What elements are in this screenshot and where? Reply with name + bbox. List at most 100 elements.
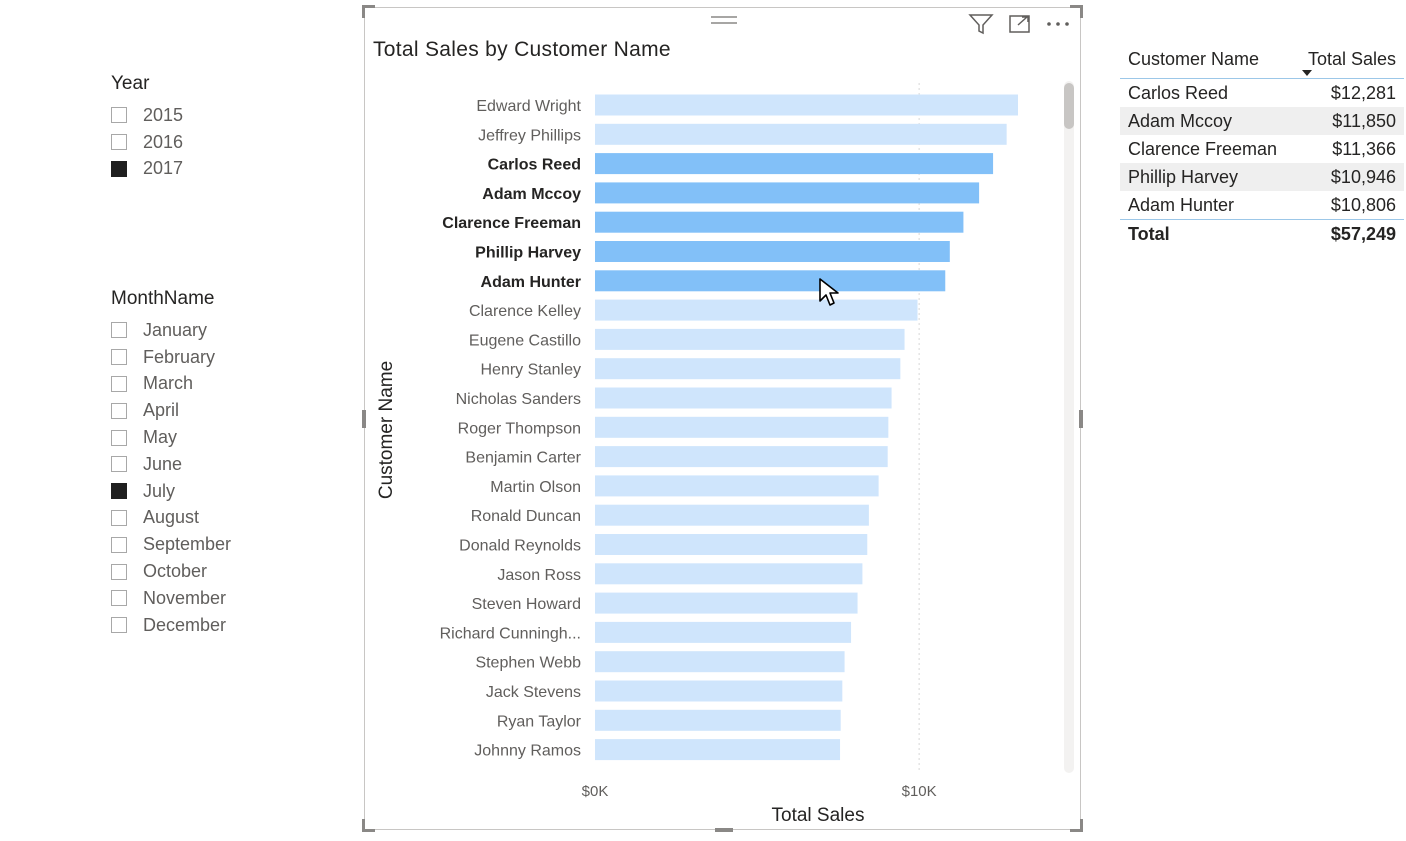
month-slicer-item[interactable]: January — [111, 317, 231, 344]
year-slicer-checkbox[interactable] — [111, 107, 127, 124]
year-slicer-item[interactable]: 2015 — [111, 102, 183, 129]
y-tick-label[interactable]: Benjamin Carter — [465, 450, 581, 467]
month-slicer-item[interactable]: September — [111, 531, 231, 558]
month-slicer-checkbox[interactable] — [111, 563, 127, 580]
month-slicer-checkbox[interactable] — [111, 456, 127, 473]
bar[interactable] — [595, 153, 994, 175]
bar[interactable] — [595, 299, 918, 321]
y-tick-label[interactable]: Clarence Freeman — [442, 215, 581, 232]
bar[interactable] — [595, 504, 869, 526]
bar-chart-visual[interactable]: Total Sales by Customer Name Edward Wrig… — [362, 5, 1083, 832]
month-slicer-item[interactable]: February — [111, 344, 231, 371]
y-tick-label[interactable]: Phillip Harvey — [475, 245, 581, 262]
y-tick-label[interactable]: Johnny Ramos — [474, 743, 581, 760]
chart-scrollbar-thumb[interactable] — [1064, 83, 1074, 129]
month-slicer-item[interactable]: April — [111, 397, 231, 424]
bar[interactable] — [595, 182, 980, 204]
month-slicer-checkbox[interactable] — [111, 349, 127, 366]
month-slicer-item[interactable]: October — [111, 558, 231, 585]
table-row[interactable]: Adam Mccoy $11,850 — [1120, 107, 1404, 135]
table-row[interactable]: Adam Hunter $10,806 — [1120, 191, 1404, 219]
bar[interactable] — [595, 241, 950, 262]
y-tick-label[interactable]: Carlos Reed — [488, 157, 581, 174]
bar[interactable] — [595, 123, 1007, 145]
year-slicer-item-label: 2015 — [143, 104, 184, 125]
month-slicer-item[interactable]: November — [111, 585, 231, 612]
y-tick-label[interactable]: Steven Howard — [472, 596, 581, 613]
y-tick-label[interactable]: Ronald Duncan — [471, 508, 581, 525]
focus-mode-icon[interactable] — [1008, 13, 1032, 35]
bar[interactable] — [595, 475, 879, 497]
table-row[interactable]: Phillip Harvey $10,946 — [1120, 163, 1404, 191]
table-row[interactable]: Carlos Reed $12,281 — [1120, 79, 1404, 107]
y-tick-label[interactable]: Henry Stanley — [481, 362, 582, 379]
table-cell-total-sales: $12,281 — [1330, 83, 1396, 103]
y-tick-label[interactable]: Edward Wright — [476, 98, 581, 115]
bar[interactable] — [595, 534, 868, 555]
y-tick-label[interactable]: Roger Thompson — [458, 420, 581, 437]
bar[interactable] — [595, 358, 901, 380]
resize-handle-top-right[interactable] — [1070, 5, 1083, 18]
month-slicer-checkbox[interactable] — [111, 322, 127, 339]
y-tick-label[interactable]: Jack Stevens — [486, 684, 581, 701]
bar[interactable] — [595, 592, 858, 614]
bar[interactable] — [595, 387, 892, 409]
y-tick-label[interactable]: Eugene Castillo — [469, 332, 581, 349]
column-header-total-sales[interactable]: Total Sales — [1307, 49, 1396, 69]
y-tick-label[interactable]: Adam Mccoy — [482, 186, 581, 203]
resize-handle-left[interactable] — [362, 410, 366, 428]
month-slicer-item[interactable]: June — [111, 451, 231, 478]
bar[interactable] — [595, 270, 946, 292]
bar[interactable] — [595, 651, 845, 673]
resize-handle-bottom[interactable] — [715, 828, 733, 832]
year-slicer: Year 2015 2016 2017 — [111, 72, 183, 182]
y-tick-label[interactable]: Richard Cunningh... — [440, 625, 581, 642]
bar[interactable] — [595, 328, 905, 350]
drag-grip-icon[interactable] — [711, 14, 737, 26]
month-slicer-checkbox[interactable] — [111, 402, 127, 419]
bar[interactable] — [595, 563, 863, 585]
month-slicer-checkbox[interactable] — [111, 509, 127, 526]
month-slicer-item[interactable]: December — [111, 612, 231, 639]
year-slicer-checkbox[interactable] — [111, 134, 127, 151]
column-header-customer-name[interactable]: Customer Name — [1128, 49, 1260, 69]
resize-handle-top-left[interactable] — [362, 5, 375, 18]
bar[interactable] — [595, 94, 1018, 116]
bar[interactable] — [595, 446, 888, 468]
y-tick-label[interactable]: Martin Olson — [490, 479, 581, 496]
bar[interactable] — [595, 709, 841, 731]
table-row[interactable]: Clarence Freeman $11,366 — [1120, 135, 1404, 163]
month-slicer-item[interactable]: March — [111, 371, 231, 398]
y-tick-label[interactable]: Adam Hunter — [481, 274, 581, 291]
chart-scrollbar-track[interactable] — [1064, 81, 1074, 773]
y-tick-label[interactable]: Donald Reynolds — [459, 538, 581, 555]
month-slicer-checkbox[interactable] — [111, 536, 127, 553]
month-slicer-item[interactable]: May — [111, 424, 231, 451]
y-tick-label[interactable]: Jason Ross — [497, 567, 581, 584]
y-tick-label[interactable]: Ryan Taylor — [497, 713, 582, 730]
year-slicer-item[interactable]: 2017 — [111, 156, 183, 183]
month-slicer-checkbox[interactable] — [111, 483, 127, 500]
year-slicer-item[interactable]: 2016 — [111, 129, 183, 156]
year-slicer-checkbox[interactable] — [111, 160, 127, 177]
y-tick-label[interactable]: Clarence Kelley — [469, 303, 581, 320]
filter-icon[interactable] — [968, 13, 994, 35]
month-slicer-item[interactable]: August — [111, 505, 231, 532]
more-options-icon[interactable] — [1045, 13, 1071, 35]
month-slicer-checkbox[interactable] — [111, 429, 127, 446]
bar[interactable] — [595, 621, 852, 643]
month-slicer-checkbox[interactable] — [111, 375, 127, 392]
y-tick-label[interactable]: Nicholas Sanders — [456, 391, 581, 408]
y-tick-label[interactable]: Jeffrey Phillips — [478, 127, 581, 144]
bar[interactable] — [595, 211, 964, 233]
bar[interactable] — [595, 739, 841, 761]
month-slicer-item[interactable]: July — [111, 478, 231, 505]
month-slicer-checkbox[interactable] — [111, 590, 127, 607]
resize-handle-right[interactable] — [1079, 410, 1083, 428]
bar[interactable] — [595, 416, 889, 438]
y-tick-label[interactable]: Stephen Webb — [475, 655, 581, 672]
month-slicer-checkbox[interactable] — [111, 617, 127, 634]
resize-handle-bottom-left[interactable] — [362, 819, 375, 832]
resize-handle-bottom-right[interactable] — [1070, 819, 1083, 832]
bar[interactable] — [595, 680, 843, 702]
